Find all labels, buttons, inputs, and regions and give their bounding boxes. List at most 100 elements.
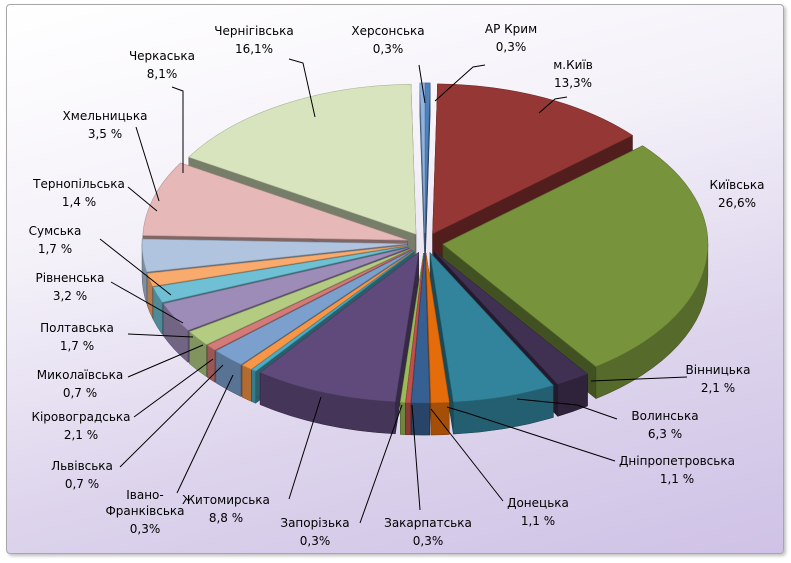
slice-value-label: 13,3% (554, 76, 592, 90)
leader-line (538, 96, 568, 114)
slice-name-label: Франківська (105, 504, 184, 518)
slice-value-label: 3,2 % (53, 289, 87, 303)
leader-line (434, 64, 486, 102)
leader-line (446, 406, 616, 462)
slice-value-label: 1,1 % (521, 514, 555, 528)
labels-layer: АР Крим 0,3% м.Київ 13,3% Київська 26,6% Вінни… (29, 22, 765, 548)
slice-name-label: Запорізька (280, 516, 349, 530)
pie-slice-top (429, 251, 554, 403)
slice-name-label: Дніпропетровська (619, 454, 735, 468)
leader-line (411, 404, 421, 511)
pie-slice-top (419, 82, 426, 233)
leader-line (119, 364, 224, 468)
pie-slice-top (259, 251, 419, 403)
leaders-layer (99, 58, 688, 524)
slice-name-label: Хмельницька (63, 109, 148, 123)
slice-name-label: Сумська (29, 224, 82, 238)
slice-name-label: Кіровоградська (31, 410, 130, 424)
chart-frame: АР Крим 0,3% м.Київ 13,3% Київська 26,6% Вінни… (6, 4, 784, 554)
slice-name-label: Житомирська (182, 493, 270, 507)
pie-slice (424, 82, 431, 265)
slice-value-label: 16,1% (235, 42, 273, 56)
pie-slice-top (146, 245, 408, 287)
pie-slice (419, 82, 426, 265)
pie-chart: АР Крим 0,3% м.Київ 13,3% Київська 26,6% Вінни… (29, 22, 765, 548)
slice-value-label: 0,3% (373, 42, 404, 56)
leader-line (99, 238, 172, 296)
slice-value-label: 0,3% (496, 40, 527, 54)
pie-slice-top (434, 251, 589, 385)
pie-slice-top (162, 247, 410, 331)
slice-value-label: 0,3% (413, 534, 444, 548)
pie-slice-top (142, 162, 408, 241)
pie-slice-top (405, 253, 425, 404)
leader-line (127, 186, 158, 212)
slice-value-label: 0,3% (300, 534, 331, 548)
leader-line (176, 374, 234, 494)
slice-value-label: 8,1% (147, 67, 178, 81)
slice-value-label: 1,7 % (38, 242, 72, 256)
slice-name-label: Полтавська (40, 321, 114, 335)
slice-value-label: 2,1 % (701, 381, 735, 395)
slice-value-label: 8,8 % (209, 511, 243, 525)
slice-name-label: Рівненська (36, 271, 105, 285)
pie-slice (425, 253, 450, 436)
slice-name-label: Донецька (507, 496, 569, 510)
pie-slice-rim (405, 402, 411, 436)
pie-slice-top (251, 250, 415, 372)
pie-slice-top (442, 145, 709, 367)
leader-line (359, 404, 403, 524)
pie-slice-rim (241, 364, 252, 402)
leader-line (516, 398, 618, 420)
pie-slice (429, 251, 554, 435)
slice-name-label: АР Крим (485, 22, 537, 36)
slice-value-label: 26,6% (718, 196, 756, 210)
slice-value-label: 6,3 % (648, 427, 682, 441)
leader-line (127, 333, 194, 338)
slice-name-label: Черкаська (129, 49, 195, 63)
slice-name-label: Волинська (631, 409, 698, 423)
leader-line (590, 376, 688, 382)
pie-slice-top (241, 250, 414, 370)
leader-line (288, 396, 322, 500)
slice-name-label: Закарпатська (384, 516, 472, 530)
slice-value-label: 1,1 % (660, 472, 694, 486)
slice-name-label: Чернігівська (214, 24, 293, 38)
slice-name-label: Вінницька (686, 363, 751, 377)
slice-name-label: Миколаївська (37, 368, 123, 382)
slices-layer (141, 82, 709, 436)
slice-value-label: 1,4 % (62, 195, 96, 209)
pie-slice-top (152, 245, 409, 303)
pie-slice-top (399, 253, 424, 404)
pie-slice-top (411, 253, 431, 404)
slice-value-label: 0,7 % (65, 477, 99, 491)
pie-slice-top (425, 253, 450, 404)
pie-slice-top (424, 82, 431, 233)
leader-line (110, 281, 184, 324)
pie-slice-rim (251, 369, 256, 404)
slice-name-label: Івано- (126, 488, 163, 502)
slice-value-label: 0,7 % (63, 386, 97, 400)
leader-line (418, 64, 426, 104)
pie-slice-top (432, 83, 634, 235)
leader-line (127, 344, 204, 378)
pie-slice (259, 251, 419, 435)
slice-value-label: 3,5 % (88, 127, 122, 141)
slice-name-label: Херсонська (351, 24, 424, 38)
pie-slice-top (215, 249, 413, 365)
leader-line (135, 126, 160, 202)
slice-name-label: м.Київ (553, 58, 593, 72)
slice-value-label: 2,1 % (64, 428, 98, 442)
leader-line (430, 408, 504, 502)
pie-slice-top (188, 248, 411, 345)
pie-slice-top (206, 249, 412, 351)
leader-line (133, 358, 214, 418)
pie-slice-top (188, 83, 417, 235)
slice-name-label: Тернопільська (32, 177, 125, 191)
pie-slice-top (141, 238, 408, 273)
leader-line (171, 86, 184, 173)
pie-slice-rim (430, 402, 450, 436)
slice-value-label: 1,7 % (60, 339, 94, 353)
pie-slice (411, 253, 431, 436)
leader-line (288, 58, 316, 118)
